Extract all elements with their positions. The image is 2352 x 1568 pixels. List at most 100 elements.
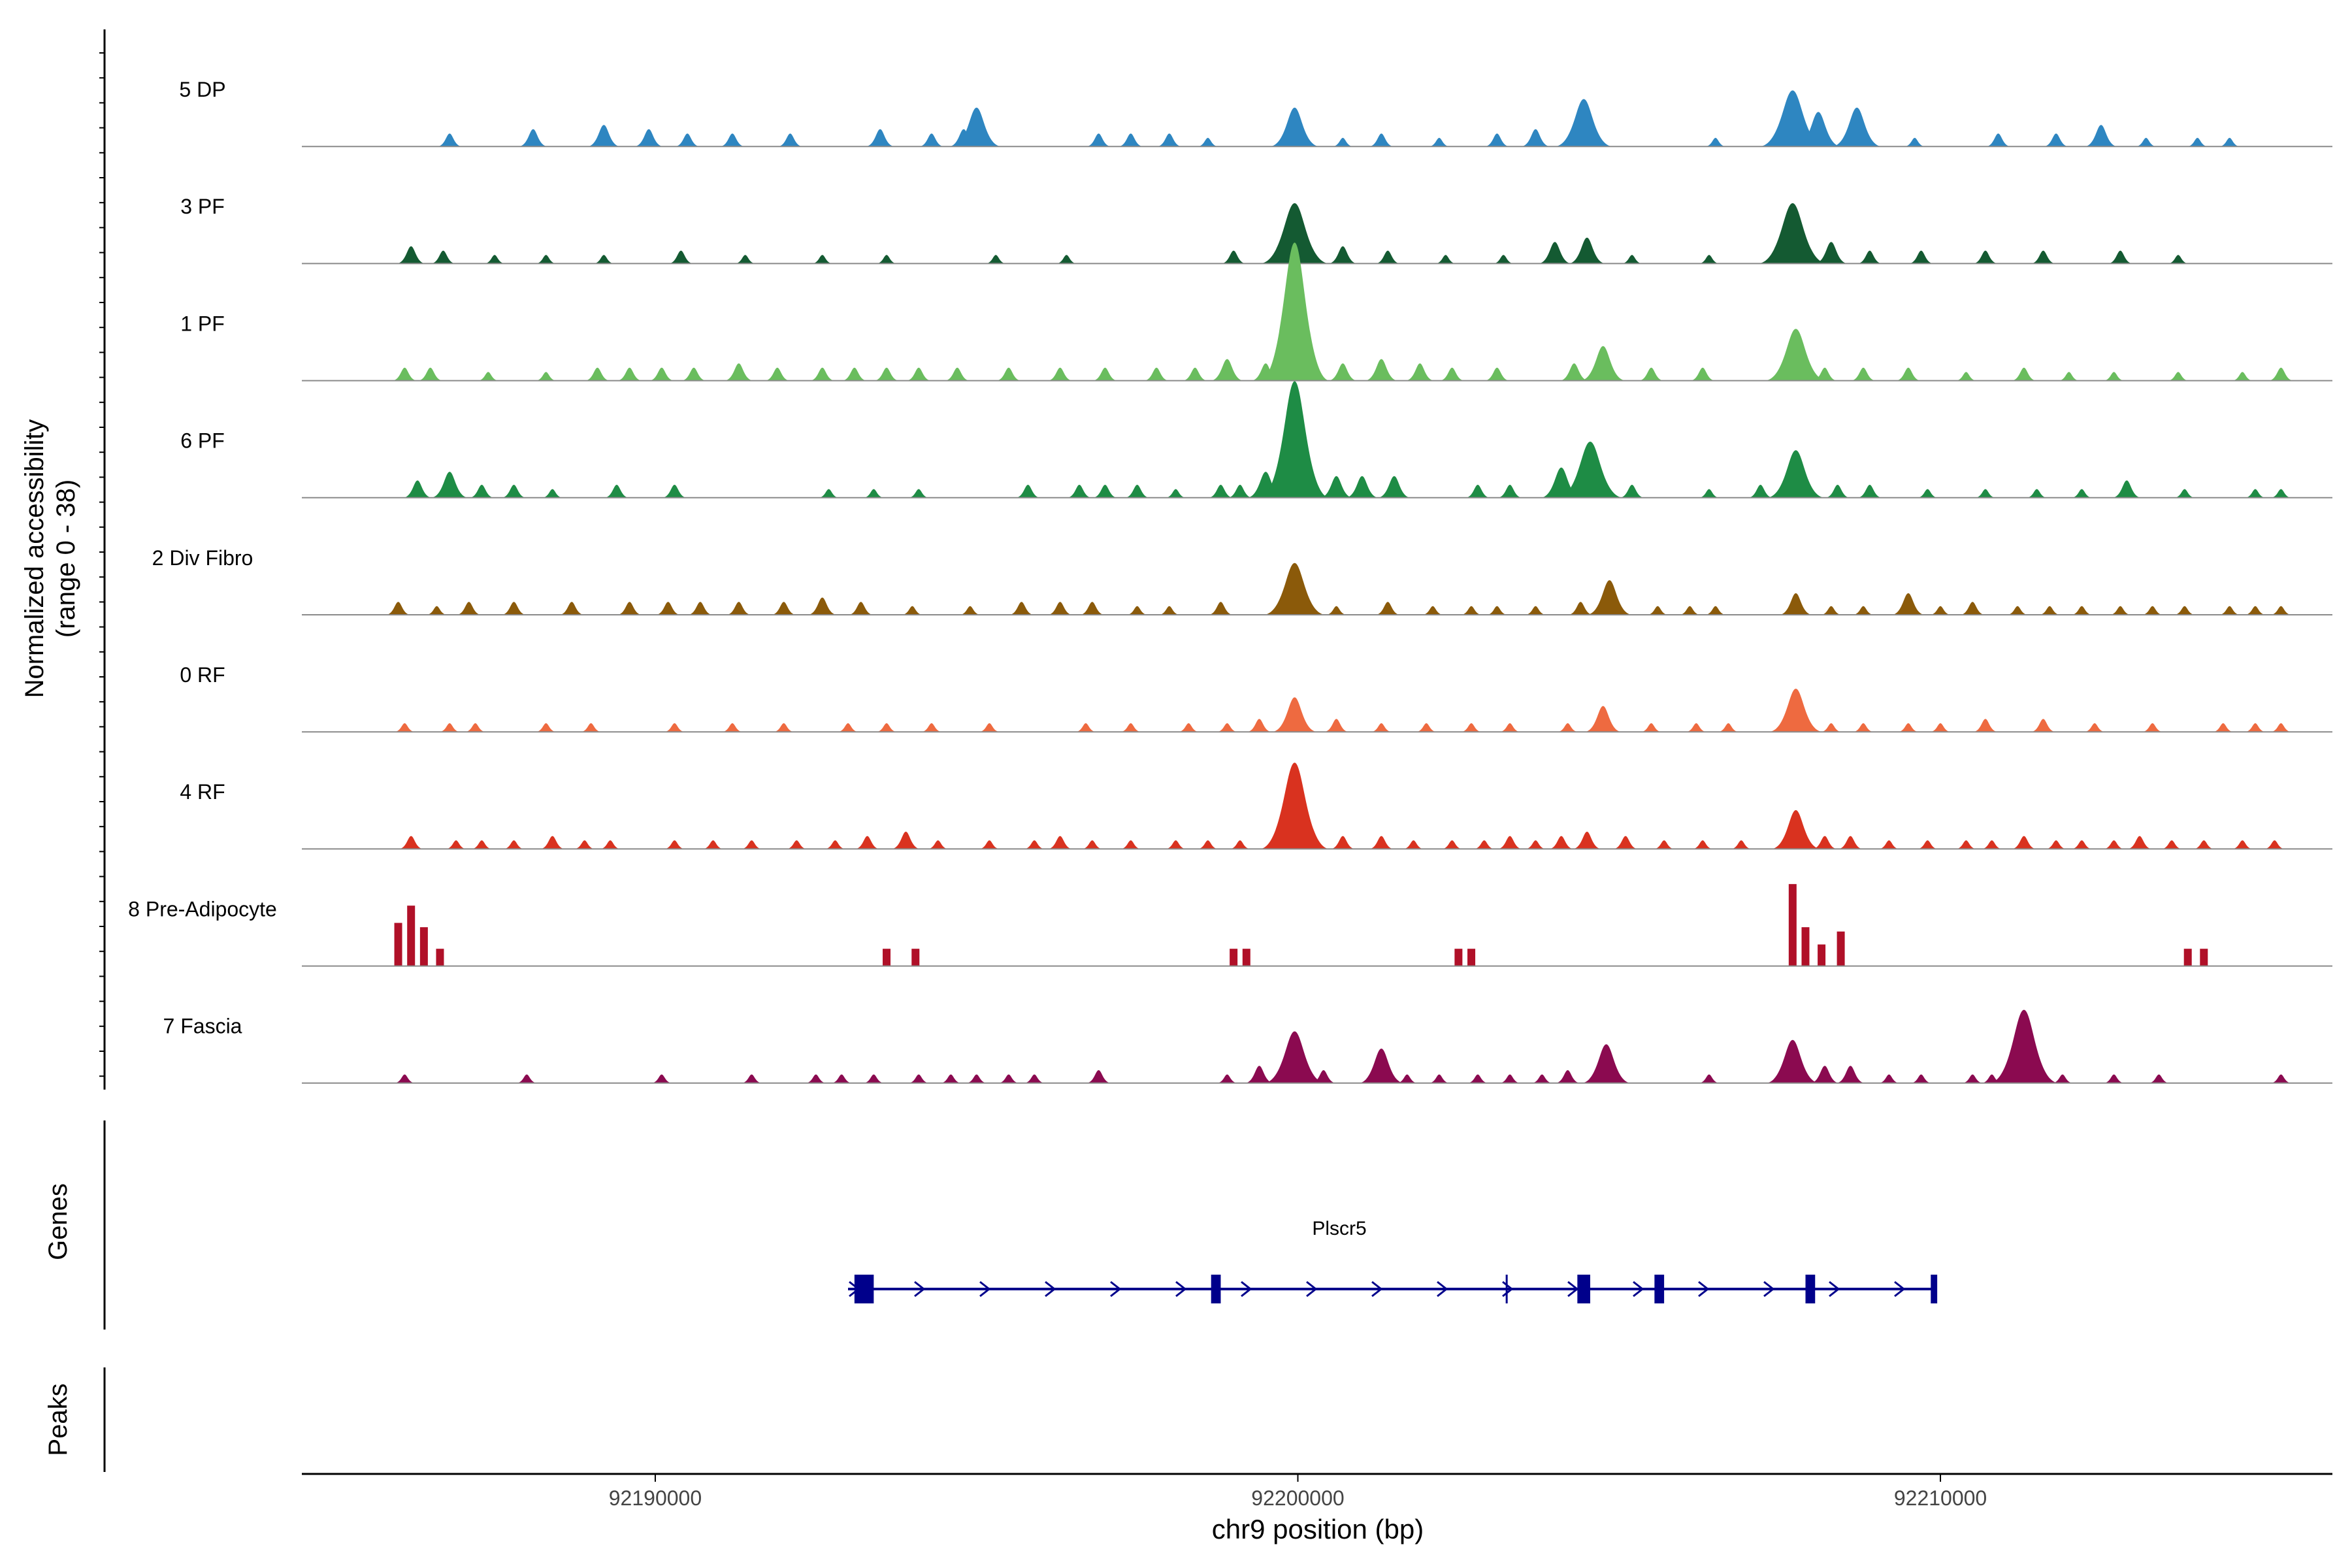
coverage-peak — [1497, 484, 1523, 498]
coverage-peak — [445, 840, 467, 849]
coverage-peak — [436, 133, 463, 147]
coverage-peak — [535, 723, 557, 732]
coverage-peak — [1795, 112, 1842, 147]
coverage-peak — [951, 107, 1002, 147]
coverage-peak — [1197, 840, 1219, 849]
coverage-peak — [719, 133, 745, 147]
coverage-peak — [1156, 133, 1183, 147]
coverage-peak — [2161, 840, 2183, 849]
coverage-peak — [2187, 137, 2208, 147]
coverage-peak — [985, 255, 1007, 264]
coverage-bar — [1454, 949, 1463, 966]
coverage-peak — [1331, 137, 1354, 147]
coverage-peak — [1368, 133, 1394, 147]
coverage-peak — [773, 723, 795, 732]
track-label: 2 Div Fibro — [152, 546, 253, 570]
coverage-peak — [2174, 606, 2196, 615]
track-1-pf: 1 PF — [180, 242, 2332, 382]
coverage-peak — [500, 484, 527, 498]
coverage-peak — [1085, 133, 1112, 147]
coverage-peak — [1124, 484, 1151, 498]
coverage-peak — [1878, 1074, 1900, 1083]
coverage-peak — [617, 602, 643, 615]
coverage-peak — [2212, 723, 2234, 732]
coverage-peak — [1748, 484, 1774, 498]
coverage-peak — [2174, 489, 2196, 498]
coverage-peak — [1377, 476, 1412, 498]
coverage-peak — [966, 1074, 988, 1083]
coverage-peak — [617, 367, 643, 381]
coverage-peak — [1370, 723, 1392, 732]
coverage-peak — [1814, 242, 1848, 264]
coverage-peak — [483, 255, 506, 264]
coverage-peak — [1768, 689, 1823, 732]
coverage-peak — [1015, 484, 1041, 498]
coverage-peak — [2142, 606, 2164, 615]
genes-panel-label: Genes — [44, 1183, 73, 1260]
coverage-peak — [2219, 137, 2241, 147]
track-label: 4 RF — [180, 780, 225, 804]
coverage-peak — [830, 1074, 853, 1083]
coverage-peak — [1929, 606, 1952, 615]
coverage-bar — [2200, 949, 2208, 966]
coverage-peak — [1047, 602, 1073, 615]
track-3-pf: 3 PF — [180, 195, 2332, 265]
coverage-peak — [393, 723, 416, 732]
coverage-peak — [2058, 372, 2080, 381]
coverage-peak — [438, 723, 461, 732]
gene-exon — [1211, 1275, 1221, 1303]
coverage-peak — [1580, 346, 1627, 381]
coverage-peak — [651, 1074, 673, 1083]
coverage-bar — [1230, 949, 1238, 966]
coverage-peak — [1492, 255, 1514, 264]
strand-arrow — [1175, 1281, 1187, 1298]
coverage-peak — [1216, 1074, 1238, 1083]
coverage-peak — [2045, 840, 2067, 849]
strand-arrow — [1829, 1281, 1840, 1298]
coverage-peak — [1961, 1074, 1984, 1083]
coverage-peak — [1679, 606, 1701, 615]
coverage-peak — [848, 602, 874, 615]
coverage-peak — [805, 1074, 827, 1083]
coverage-peak — [1778, 593, 1813, 615]
coverage-peak — [2071, 489, 2093, 498]
coverage-peak — [1484, 133, 1510, 147]
coverage-peak — [2103, 372, 2125, 381]
coverage-peak — [702, 840, 724, 849]
track-5-dp: 5 DP — [179, 78, 2332, 148]
coverage-bar — [436, 949, 444, 966]
coverage-peak — [1092, 484, 1119, 498]
coverage-peak — [1584, 706, 1622, 732]
coverage-peak — [430, 250, 456, 264]
coverage-peak — [1120, 840, 1142, 849]
coverage-peak — [661, 484, 688, 498]
coverage-peak — [978, 723, 1000, 732]
coverage-peak — [1403, 840, 1424, 849]
coverage-peak — [1023, 840, 1045, 849]
coverage-peak — [2270, 606, 2292, 615]
track-6-pf: 6 PF — [180, 381, 2332, 498]
coverage-peak — [1120, 723, 1142, 732]
coverage-peak — [875, 255, 898, 264]
coverage-peak — [1323, 719, 1350, 732]
coverage-peak — [978, 840, 1000, 849]
coverage-peak — [2030, 719, 2057, 732]
coverage-peak — [2043, 133, 2069, 147]
track-2-div-fibro: 2 Div Fibro — [152, 546, 2332, 615]
gene-exon — [854, 1275, 874, 1303]
coverage-peak — [1263, 563, 1326, 615]
coverage-peak — [939, 1074, 962, 1083]
coverage-peak — [2112, 480, 2142, 498]
coverage-peak — [1757, 203, 1828, 264]
coverage-peak — [1586, 580, 1633, 615]
coverage-bar — [407, 906, 416, 966]
coverage-peak — [837, 723, 859, 732]
coverage-peak — [1428, 1074, 1450, 1083]
coverage-peak — [1764, 329, 1828, 381]
coverage-peak — [1081, 840, 1103, 849]
coverage-peak — [1158, 606, 1181, 615]
coverage-peak — [818, 489, 840, 498]
coverage-peak — [2231, 372, 2253, 381]
coverage-peak — [1499, 723, 1521, 732]
coverage-peak — [1085, 1070, 1112, 1083]
